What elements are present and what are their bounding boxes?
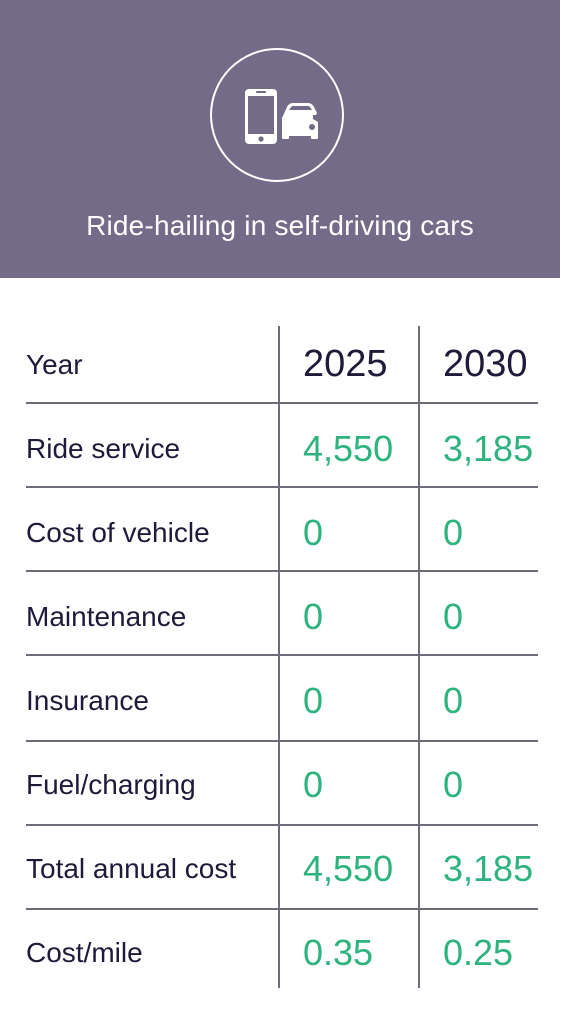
row-divider (26, 740, 538, 742)
total-annual-cost-2030: 3,185 (443, 848, 534, 889)
row-divider (26, 908, 538, 910)
header-title: Ride-hailing in self-driving cars (86, 210, 474, 241)
maintenance-2030: 0 (443, 596, 464, 637)
fuel-charging-2025: 0 (303, 764, 324, 805)
year-2025-header: 2025 (303, 343, 388, 385)
maintenance-2025: 0 (303, 596, 324, 637)
column-divider (418, 326, 420, 988)
row-divider (26, 402, 538, 404)
row-divider (26, 570, 538, 572)
row-label-fuel-charging: Fuel/charging (26, 769, 196, 800)
row-label-insurance: Insurance (26, 685, 149, 716)
phone-and-car-icon (210, 48, 344, 182)
cost-per-mile-2025: 0.35 (303, 932, 374, 973)
row-label-total-annual-cost: Total annual cost (26, 853, 237, 884)
total-annual-cost-2025: 4,550 (303, 848, 394, 889)
row-label-cost-per-mile: Cost/mile (26, 937, 143, 968)
cost-per-mile-2030: 0.25 (443, 932, 514, 973)
row-label-maintenance: Maintenance (26, 601, 187, 632)
insurance-2030: 0 (443, 680, 464, 721)
header-banner: Ride-hailing in self-driving cars (0, 0, 560, 278)
row-divider (26, 654, 538, 656)
fuel-charging-2030: 0 (443, 764, 464, 805)
column-divider (278, 326, 280, 988)
row-divider (26, 486, 538, 488)
cost-of-vehicle-2025: 0 (303, 512, 324, 553)
row-label-cost-of-vehicle: Cost of vehicle (26, 517, 210, 548)
row-label-ride-service: Ride service (26, 433, 181, 464)
ride-service-2030: 3,185 (443, 428, 534, 469)
row-divider (26, 824, 538, 826)
ride-service-2025: 4,550 (303, 428, 394, 469)
cost-table: Year 2025 2030 Ride service 4,550 3,185 … (26, 326, 538, 988)
insurance-2025: 0 (303, 680, 324, 721)
cost-of-vehicle-2030: 0 (443, 512, 464, 553)
year-header-label: Year (26, 349, 83, 380)
year-2030-header: 2030 (443, 343, 528, 385)
